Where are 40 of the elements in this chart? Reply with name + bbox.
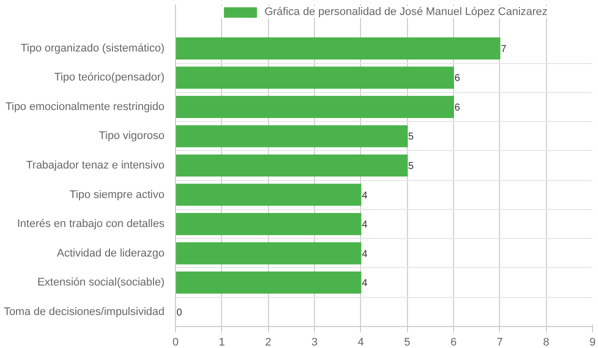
y-tick-label: Trabajador tenaz e intensivo <box>26 160 165 172</box>
y-tick-label: Tipo emocionalmente restringido <box>5 100 165 113</box>
bar <box>176 96 454 118</box>
x-tick-label: 7 <box>496 336 503 348</box>
x-tick-label: 6 <box>450 336 457 348</box>
data-label: 4 <box>362 278 368 290</box>
data-label: 4 <box>362 220 368 231</box>
data-label: 6 <box>454 73 460 84</box>
data-label: 0 <box>176 307 182 318</box>
data-label: 5 <box>408 132 414 143</box>
data-label: 4 <box>362 248 368 260</box>
x-tick-label: 4 <box>358 336 364 348</box>
bar <box>176 242 362 264</box>
x-tick-label: 1 <box>218 336 225 348</box>
data-label: 4 <box>362 190 368 202</box>
bar <box>176 184 362 206</box>
legend-label: Gráfica de personalidad de José Manuel López Canizarez <box>264 6 548 18</box>
y-tick-label: Interés en trabajo con detalles <box>17 218 165 230</box>
x-tick-label: 8 <box>543 336 550 348</box>
y-tick-label: Tipo siempre activo <box>70 188 165 201</box>
data-label: 7 <box>500 44 507 55</box>
bar <box>176 66 454 89</box>
bar <box>176 272 362 294</box>
y-tick-label: Tipo teórico(pensador) <box>54 72 165 84</box>
x-tick-label: 9 <box>589 336 596 348</box>
bar <box>176 125 408 148</box>
x-tick-label: 2 <box>265 336 272 348</box>
x-tick-label: 3 <box>311 336 318 348</box>
x-tick-label: 0 <box>172 336 179 348</box>
y-tick-label: Tipo organizado (sistemático) <box>20 42 165 54</box>
bar <box>176 37 500 60</box>
bar <box>176 213 362 236</box>
y-tick-label: Tipo vigoroso <box>98 130 164 142</box>
data-label: 6 <box>454 102 460 114</box>
bar <box>176 154 408 177</box>
y-tick-label: Actividad de liderazgo <box>56 247 165 260</box>
y-tick-label: Extensión social(sociable) <box>37 276 164 289</box>
data-label: 5 <box>408 161 414 172</box>
y-tick-label: Toma de decisiones/impulsividad <box>4 306 165 318</box>
x-tick-label: 5 <box>404 336 410 348</box>
